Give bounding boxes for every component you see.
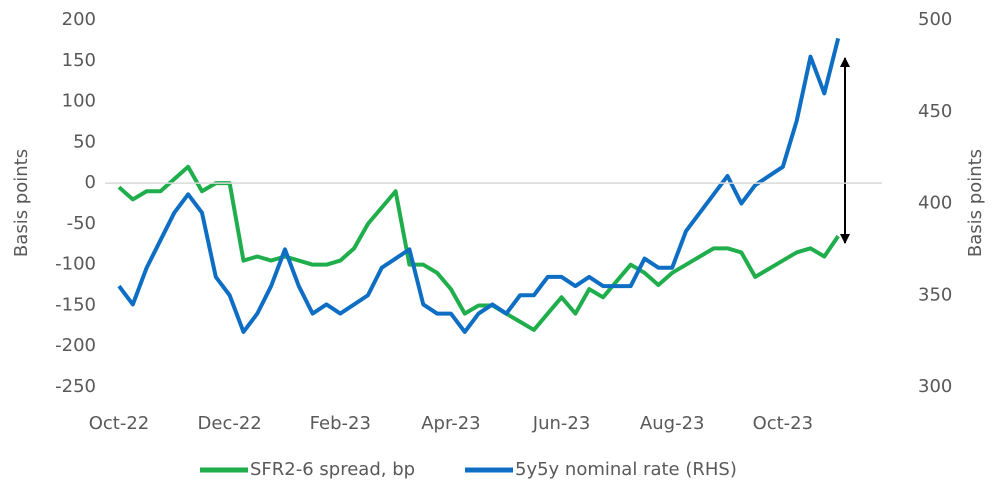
y-tick-label: 0 <box>85 172 96 193</box>
y-tick-label: -100 <box>55 254 96 275</box>
y-tick-label: -150 <box>55 294 96 315</box>
x-tick-label: Oct-22 <box>89 413 150 434</box>
x-tick-label: Aug-23 <box>640 413 705 434</box>
y-tick-label: 150 <box>62 50 96 71</box>
legend-label: SFR2-6 spread, bp <box>250 459 415 480</box>
series-line <box>117 164 840 332</box>
x-tick-label: Apr-23 <box>421 413 480 434</box>
x-tick-label: Oct-23 <box>753 413 814 434</box>
y-tick-label: -200 <box>55 335 96 356</box>
x-tick-label: Feb-23 <box>310 413 371 434</box>
y-axis-label: Basis points <box>11 149 32 257</box>
x-tick-label: Jun-23 <box>532 413 591 434</box>
y-tick-label: 200 <box>62 9 96 30</box>
y-tick-label: -50 <box>67 213 96 234</box>
y2-tick-label: 400 <box>918 193 952 214</box>
x-tick-label: Dec-22 <box>198 413 262 434</box>
y2-tick-label: 500 <box>918 9 952 30</box>
y-tick-label: 50 <box>73 131 96 152</box>
y2-tick-label: 350 <box>918 284 952 305</box>
series-line <box>117 37 841 334</box>
y-tick-label: 100 <box>62 91 96 112</box>
legend-label: 5y5y nominal rate (RHS) <box>515 459 737 480</box>
y2-tick-label: 450 <box>918 101 952 122</box>
y2-tick-label: 300 <box>918 376 952 397</box>
y2-axis-label: Basis points <box>965 149 986 257</box>
y-tick-label: -250 <box>55 376 96 397</box>
